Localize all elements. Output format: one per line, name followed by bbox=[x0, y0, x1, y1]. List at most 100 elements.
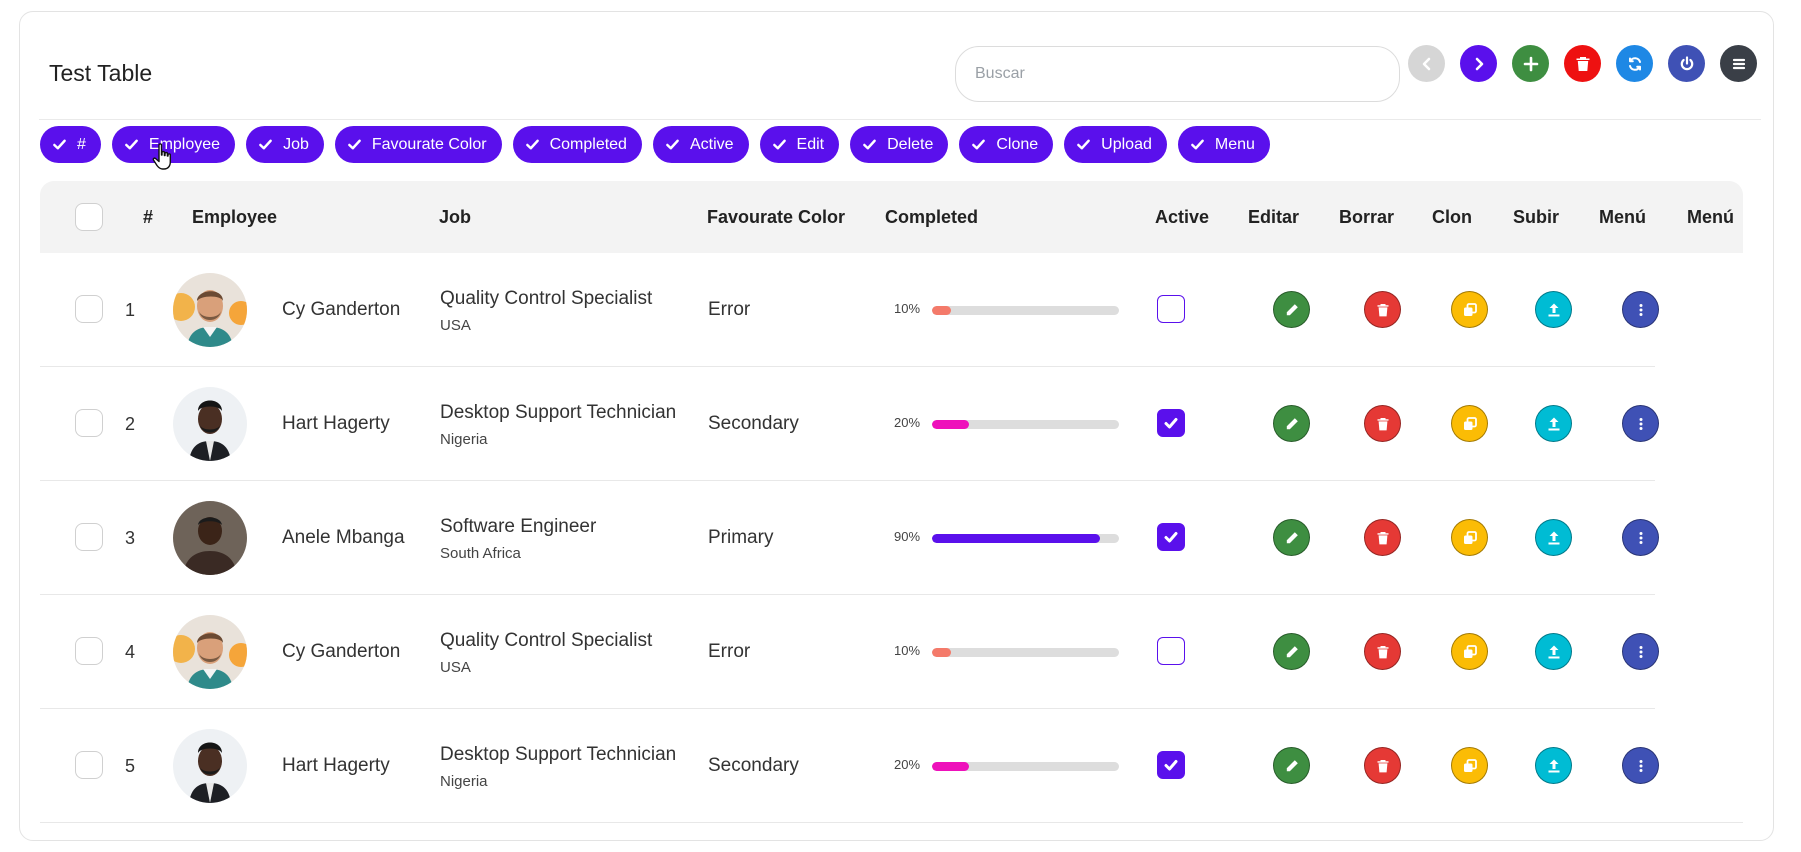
active-checkbox[interactable] bbox=[1157, 409, 1185, 437]
trash-icon bbox=[1377, 417, 1388, 430]
edit-row-button[interactable] bbox=[1273, 519, 1310, 556]
upload-row-button[interactable] bbox=[1535, 519, 1572, 556]
power-button[interactable] bbox=[1668, 45, 1705, 82]
row-number: 4 bbox=[125, 642, 136, 662]
column-header-job[interactable]: Job bbox=[439, 207, 472, 227]
active-checkbox[interactable] bbox=[1157, 751, 1185, 779]
delete-row-button[interactable] bbox=[1364, 291, 1401, 328]
column-chip-edit[interactable]: Edit bbox=[759, 126, 840, 163]
column-chip-delete[interactable]: Delete bbox=[850, 126, 949, 163]
upload-row-button[interactable] bbox=[1535, 633, 1572, 670]
completed-percent: 10% bbox=[894, 643, 921, 658]
clone-row-button[interactable] bbox=[1451, 747, 1488, 784]
menu-row-button[interactable] bbox=[1622, 519, 1659, 556]
upload-icon bbox=[1548, 531, 1559, 544]
edit-row-button[interactable] bbox=[1273, 633, 1310, 670]
progress-fill bbox=[932, 420, 970, 429]
edit-row-button[interactable] bbox=[1273, 747, 1310, 784]
job-title: Software Engineer bbox=[440, 516, 597, 537]
check-icon bbox=[666, 139, 679, 150]
delete-row-button[interactable] bbox=[1364, 519, 1401, 556]
delete-row-button[interactable] bbox=[1364, 633, 1401, 670]
column-header-completed[interactable]: Completed bbox=[885, 207, 979, 227]
check-icon bbox=[125, 139, 138, 150]
column-chip-upload[interactable]: Upload bbox=[1064, 126, 1167, 163]
delete-row-button[interactable] bbox=[1364, 747, 1401, 784]
search-input[interactable] bbox=[955, 46, 1400, 102]
avatar bbox=[173, 729, 247, 803]
upload-row-button[interactable] bbox=[1535, 291, 1572, 328]
row-select-checkbox[interactable] bbox=[75, 751, 103, 779]
prev-page-button[interactable] bbox=[1408, 45, 1445, 82]
column-header-active[interactable]: Active bbox=[1155, 207, 1210, 227]
column-chip-job[interactable]: Job bbox=[246, 126, 324, 163]
trash-icon bbox=[1377, 303, 1388, 316]
column-header-employee[interactable]: Employee bbox=[192, 207, 278, 227]
add-button[interactable] bbox=[1512, 45, 1549, 82]
column-chip-employee[interactable]: Employee bbox=[111, 126, 236, 163]
column-chip-completed[interactable]: Completed bbox=[512, 126, 642, 163]
active-checkbox[interactable] bbox=[1157, 523, 1185, 551]
check-icon bbox=[863, 139, 876, 150]
row-select-checkbox[interactable] bbox=[75, 295, 103, 323]
row-select-checkbox[interactable] bbox=[75, 523, 103, 551]
chevron-right-icon bbox=[1475, 57, 1483, 70]
menu-row-button[interactable] bbox=[1622, 405, 1659, 442]
clone-row-button[interactable] bbox=[1451, 405, 1488, 442]
power-icon bbox=[1680, 55, 1693, 70]
more-vertical-icon bbox=[1639, 303, 1642, 316]
column-chip-clone[interactable]: Clone bbox=[959, 126, 1054, 163]
active-checkbox[interactable] bbox=[1157, 295, 1185, 323]
chip-label: Job bbox=[283, 135, 309, 153]
column-header-color[interactable]: Favourate Color bbox=[707, 207, 846, 227]
completed-percent: 90% bbox=[894, 529, 921, 544]
job-title: Quality Control Specialist bbox=[440, 288, 653, 309]
column-header-menu: Menú bbox=[1599, 207, 1646, 227]
more-vertical-icon bbox=[1639, 531, 1642, 544]
next-page-button[interactable] bbox=[1460, 45, 1497, 82]
edit-row-button[interactable] bbox=[1273, 405, 1310, 442]
upload-row-button[interactable] bbox=[1535, 747, 1572, 784]
edit-row-button[interactable] bbox=[1273, 291, 1310, 328]
favourite-color: Secondary bbox=[708, 413, 799, 434]
menu-row-button[interactable] bbox=[1622, 291, 1659, 328]
copy-icon bbox=[1463, 644, 1477, 658]
clone-row-button[interactable] bbox=[1451, 519, 1488, 556]
row-select-checkbox[interactable] bbox=[75, 637, 103, 665]
row-select-checkbox[interactable] bbox=[75, 409, 103, 437]
job-country: USA bbox=[440, 659, 471, 676]
column-header-num[interactable]: # bbox=[143, 207, 154, 227]
chip-label: Upload bbox=[1101, 135, 1152, 153]
column-header-clone: Clon bbox=[1432, 207, 1472, 227]
table-row: 2 Hart Hagerty Desktop Support Technician N… bbox=[40, 367, 1743, 481]
completed-progress-bar bbox=[932, 648, 1119, 657]
active-checkbox[interactable] bbox=[1157, 637, 1185, 665]
clone-row-button[interactable] bbox=[1451, 633, 1488, 670]
menu-row-button[interactable] bbox=[1622, 747, 1659, 784]
copy-icon bbox=[1463, 416, 1477, 430]
menu-button[interactable] bbox=[1720, 45, 1757, 82]
delete-row-button[interactable] bbox=[1364, 405, 1401, 442]
select-all-checkbox[interactable] bbox=[75, 203, 103, 231]
upload-row-button[interactable] bbox=[1535, 405, 1572, 442]
delete-button[interactable] bbox=[1564, 45, 1601, 82]
pencil-icon bbox=[1286, 645, 1298, 657]
column-chip-favourate-color[interactable]: Favourate Color bbox=[334, 126, 502, 163]
chip-label: Delete bbox=[887, 135, 934, 153]
column-chip-active[interactable]: Active bbox=[652, 126, 749, 163]
chevron-left-icon bbox=[1422, 57, 1430, 70]
employee-name: Cy Ganderton bbox=[282, 299, 401, 320]
column-chip-menu[interactable]: Menu bbox=[1177, 126, 1270, 163]
job-country: USA bbox=[440, 317, 471, 334]
progress-fill bbox=[932, 306, 951, 315]
hamburger-icon bbox=[1732, 58, 1745, 69]
clone-row-button[interactable] bbox=[1451, 291, 1488, 328]
menu-row-button[interactable] bbox=[1622, 633, 1659, 670]
column-chip-num[interactable]: # bbox=[40, 126, 101, 163]
job-country: South Africa bbox=[440, 545, 521, 562]
refresh-button[interactable] bbox=[1616, 45, 1653, 82]
pencil-icon bbox=[1286, 759, 1298, 771]
progress-fill bbox=[932, 648, 951, 657]
avatar bbox=[173, 501, 247, 575]
pencil-icon bbox=[1286, 303, 1298, 315]
